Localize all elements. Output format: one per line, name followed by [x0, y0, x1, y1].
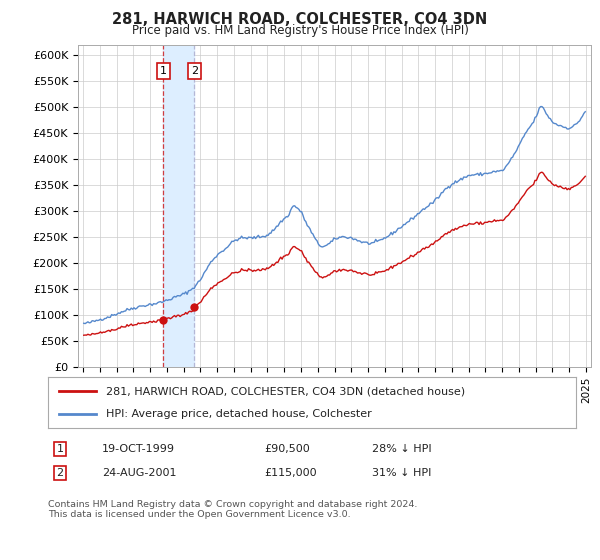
- Text: Contains HM Land Registry data © Crown copyright and database right 2024.
This d: Contains HM Land Registry data © Crown c…: [48, 500, 418, 519]
- Text: 281, HARWICH ROAD, COLCHESTER, CO4 3DN: 281, HARWICH ROAD, COLCHESTER, CO4 3DN: [112, 12, 488, 27]
- Text: £115,000: £115,000: [264, 468, 317, 478]
- Text: 24-AUG-2001: 24-AUG-2001: [102, 468, 176, 478]
- Text: HPI: Average price, detached house, Colchester: HPI: Average price, detached house, Colc…: [106, 409, 372, 419]
- Text: 1: 1: [56, 444, 64, 454]
- Text: £90,500: £90,500: [264, 444, 310, 454]
- Text: 28% ↓ HPI: 28% ↓ HPI: [372, 444, 431, 454]
- Bar: [163, 45, 194, 367]
- Text: 2: 2: [191, 66, 198, 76]
- Text: 31% ↓ HPI: 31% ↓ HPI: [372, 468, 431, 478]
- Text: 2: 2: [56, 468, 64, 478]
- Text: 19-OCT-1999: 19-OCT-1999: [102, 444, 175, 454]
- Text: Price paid vs. HM Land Registry's House Price Index (HPI): Price paid vs. HM Land Registry's House …: [131, 24, 469, 36]
- Text: 1: 1: [160, 66, 167, 76]
- Text: 281, HARWICH ROAD, COLCHESTER, CO4 3DN (detached house): 281, HARWICH ROAD, COLCHESTER, CO4 3DN (…: [106, 386, 465, 396]
